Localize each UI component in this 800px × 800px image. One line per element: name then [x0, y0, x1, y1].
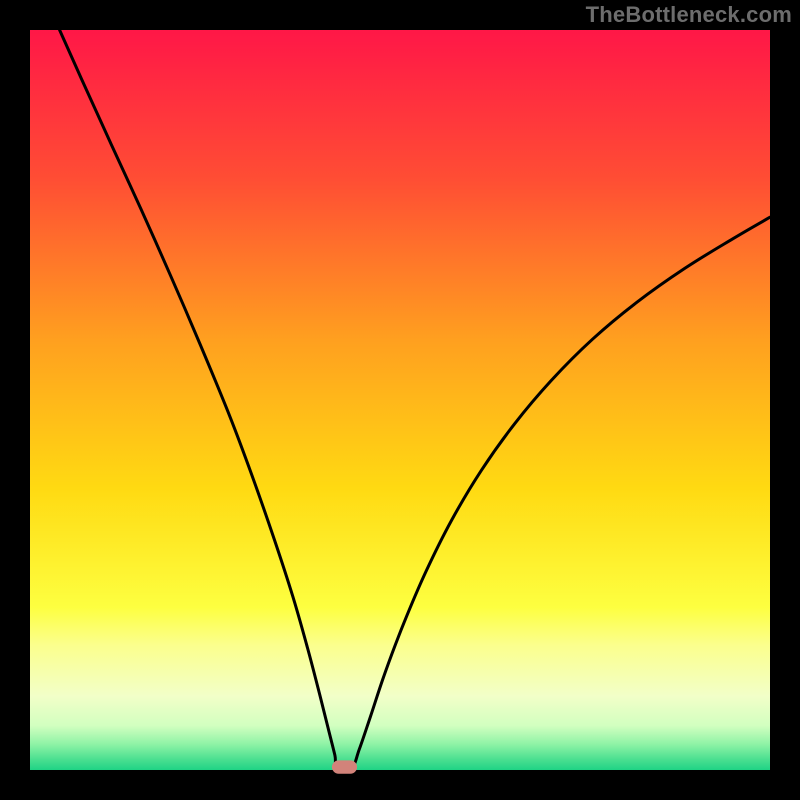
bottleneck-chart — [0, 0, 800, 800]
optimum-marker — [332, 760, 357, 773]
watermark-text: TheBottleneck.com — [586, 2, 792, 28]
plot-area — [30, 30, 770, 770]
chart-stage: TheBottleneck.com — [0, 0, 800, 800]
